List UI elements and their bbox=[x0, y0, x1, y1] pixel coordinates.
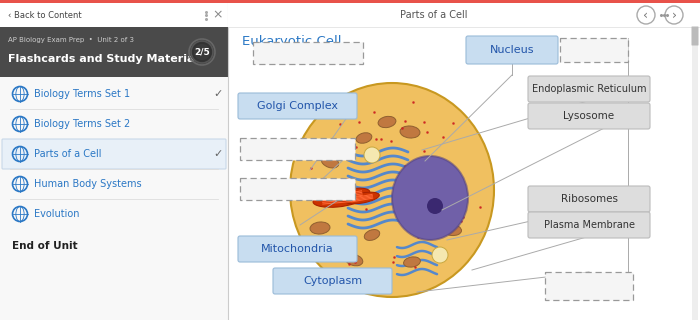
FancyBboxPatch shape bbox=[0, 3, 228, 27]
Ellipse shape bbox=[392, 156, 468, 240]
Text: ✓: ✓ bbox=[214, 149, 223, 159]
Text: Ribosomes: Ribosomes bbox=[561, 194, 617, 204]
Text: ‹: ‹ bbox=[643, 9, 648, 22]
Circle shape bbox=[364, 147, 380, 163]
Ellipse shape bbox=[321, 156, 339, 168]
Text: Parts of a Cell: Parts of a Cell bbox=[34, 149, 102, 159]
FancyBboxPatch shape bbox=[0, 0, 228, 320]
FancyBboxPatch shape bbox=[545, 272, 633, 300]
Ellipse shape bbox=[378, 116, 396, 128]
Text: Flashcards and Study Materials: Flashcards and Study Materials bbox=[8, 54, 205, 64]
Ellipse shape bbox=[330, 188, 370, 202]
Text: Biology Terms Set 1: Biology Terms Set 1 bbox=[34, 89, 130, 99]
FancyBboxPatch shape bbox=[528, 76, 650, 102]
FancyBboxPatch shape bbox=[2, 139, 226, 169]
FancyBboxPatch shape bbox=[528, 103, 650, 129]
Text: Human Body Systems: Human Body Systems bbox=[34, 179, 141, 189]
Text: ›: › bbox=[671, 9, 676, 22]
FancyBboxPatch shape bbox=[692, 27, 699, 45]
FancyBboxPatch shape bbox=[240, 178, 355, 200]
Ellipse shape bbox=[344, 192, 379, 204]
Ellipse shape bbox=[442, 224, 461, 236]
Ellipse shape bbox=[404, 257, 421, 267]
FancyBboxPatch shape bbox=[692, 27, 698, 320]
FancyBboxPatch shape bbox=[466, 36, 558, 64]
Text: Cytoplasm: Cytoplasm bbox=[303, 276, 362, 286]
FancyBboxPatch shape bbox=[238, 236, 357, 262]
Text: Evolution: Evolution bbox=[34, 209, 80, 219]
Ellipse shape bbox=[345, 254, 363, 266]
Ellipse shape bbox=[356, 133, 372, 143]
Text: ✓: ✓ bbox=[214, 89, 223, 99]
Text: 2/5: 2/5 bbox=[194, 47, 210, 57]
Circle shape bbox=[432, 247, 448, 263]
Text: ×: × bbox=[213, 9, 223, 21]
Ellipse shape bbox=[313, 193, 361, 207]
FancyBboxPatch shape bbox=[228, 0, 692, 320]
Circle shape bbox=[190, 40, 214, 64]
FancyBboxPatch shape bbox=[238, 93, 357, 119]
Ellipse shape bbox=[364, 229, 379, 240]
Text: Eukaryotic Cell: Eukaryotic Cell bbox=[242, 35, 342, 47]
FancyBboxPatch shape bbox=[0, 0, 700, 3]
FancyBboxPatch shape bbox=[240, 138, 355, 160]
Text: Biology Terms Set 2: Biology Terms Set 2 bbox=[34, 119, 130, 129]
FancyBboxPatch shape bbox=[253, 42, 363, 64]
Ellipse shape bbox=[310, 222, 330, 234]
Text: Nucleus: Nucleus bbox=[490, 45, 534, 55]
Text: AP Biology Exam Prep  •  Unit 2 of 3: AP Biology Exam Prep • Unit 2 of 3 bbox=[8, 37, 134, 43]
Ellipse shape bbox=[290, 83, 494, 297]
FancyBboxPatch shape bbox=[0, 27, 228, 77]
Text: Golgi Complex: Golgi Complex bbox=[257, 101, 338, 111]
Text: Endoplasmic Reticulum: Endoplasmic Reticulum bbox=[532, 84, 646, 94]
FancyBboxPatch shape bbox=[273, 268, 392, 294]
Text: Lysosome: Lysosome bbox=[564, 111, 615, 121]
Ellipse shape bbox=[400, 126, 420, 138]
FancyBboxPatch shape bbox=[528, 212, 650, 238]
FancyBboxPatch shape bbox=[528, 186, 650, 212]
Text: End of Unit: End of Unit bbox=[12, 241, 78, 251]
Text: Parts of a Cell: Parts of a Cell bbox=[400, 10, 468, 20]
FancyBboxPatch shape bbox=[228, 3, 700, 27]
Text: ‹ Back to Content: ‹ Back to Content bbox=[8, 11, 82, 20]
Text: Plasma Membrane: Plasma Membrane bbox=[543, 220, 634, 230]
FancyBboxPatch shape bbox=[560, 38, 628, 62]
Ellipse shape bbox=[427, 198, 443, 214]
Text: Mitochondria: Mitochondria bbox=[261, 244, 334, 254]
